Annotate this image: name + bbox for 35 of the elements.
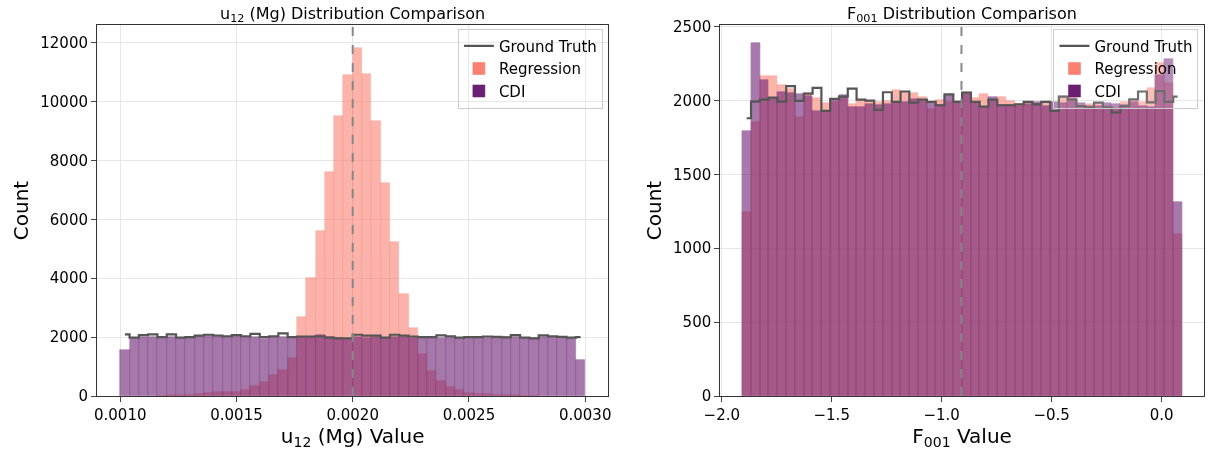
x-tick-label: 0.0030 bbox=[558, 406, 612, 424]
x-tick-label: −1.5 bbox=[813, 406, 850, 424]
y-tick-label: 500 bbox=[682, 313, 712, 332]
y-tick-label: 10000 bbox=[40, 92, 88, 111]
chart-title: F$_{001}$ Distribution Comparison bbox=[847, 4, 1077, 26]
x-axis-title: F$_{001}$ Value bbox=[912, 424, 1012, 451]
x-tick-label: −1.0 bbox=[923, 406, 960, 424]
legend-label: Ground Truth bbox=[1094, 37, 1193, 56]
y-tick-label: 8000 bbox=[49, 151, 88, 170]
y-tick-label: 6000 bbox=[49, 210, 88, 229]
legend-label: Ground Truth bbox=[498, 37, 597, 56]
x-tick-label: 0.0015 bbox=[210, 406, 263, 424]
legend-label: Regression bbox=[498, 60, 581, 79]
x-tick-label: −0.5 bbox=[1033, 406, 1070, 424]
x-axis-title: u$_{12}$ (Mg) Value bbox=[280, 424, 425, 451]
y-tick-label: 0 bbox=[78, 387, 88, 406]
legend-label: CDI bbox=[1094, 82, 1121, 101]
legend-label: Regression bbox=[1094, 60, 1177, 79]
y-tick-label: 1000 bbox=[673, 239, 712, 258]
y-tick-label: 4000 bbox=[49, 269, 88, 288]
y-tick-label: 2500 bbox=[673, 17, 712, 36]
x-tick-label: 0.0025 bbox=[442, 406, 496, 424]
y-axis-title: Count bbox=[641, 180, 666, 241]
x-tick-label: 0.0 bbox=[1149, 406, 1174, 424]
x-tick-label: −2.0 bbox=[703, 406, 740, 424]
y-axis-title: Count bbox=[8, 180, 33, 241]
y-tick-label: 2000 bbox=[49, 328, 88, 347]
y-tick-label: 0 bbox=[701, 387, 712, 406]
y-tick-label: 2000 bbox=[673, 91, 712, 110]
y-tick-label: 12000 bbox=[40, 33, 88, 52]
legend-label: CDI bbox=[498, 82, 526, 101]
x-tick-label: 0.0010 bbox=[94, 406, 147, 424]
chart-title: u$_{12}$ (Mg) Distribution Comparison bbox=[220, 4, 486, 26]
y-tick-label: 1500 bbox=[673, 165, 712, 184]
x-tick-label: 0.0020 bbox=[326, 406, 379, 424]
